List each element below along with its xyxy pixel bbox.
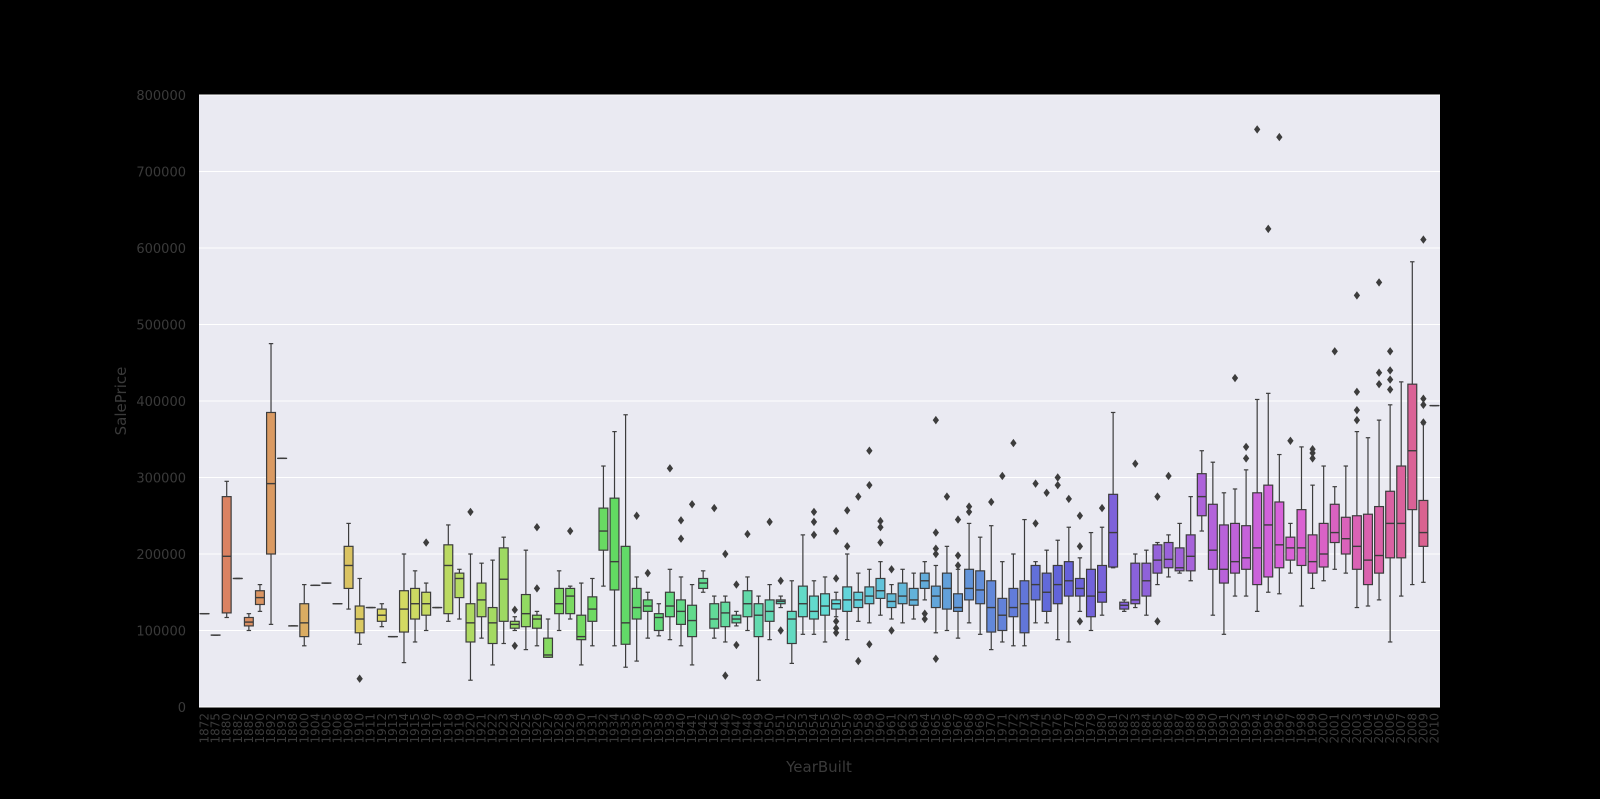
box-iqr [1364, 514, 1373, 584]
box-iqr [1098, 565, 1107, 602]
y-axis-label: SalePrice [112, 367, 130, 436]
box-iqr [1286, 537, 1295, 560]
y-tick-label: 600000 [136, 242, 186, 257]
box-iqr [865, 587, 874, 604]
box-iqr [721, 602, 730, 626]
box-iqr [566, 588, 575, 613]
box-iqr [1087, 569, 1096, 616]
box-iqr [1242, 526, 1251, 570]
box-iqr [832, 600, 841, 609]
box-iqr [1186, 535, 1195, 571]
box-iqr [400, 591, 409, 632]
box-iqr [632, 588, 641, 619]
box-iqr [1164, 543, 1173, 568]
box-iqr [1064, 562, 1073, 596]
y-tick-label: 400000 [136, 395, 186, 410]
box-iqr [665, 592, 674, 616]
box-iqr [754, 604, 763, 637]
x-axis-label: YearBuilt [785, 758, 852, 776]
box-iqr [455, 573, 464, 597]
box-iqr [1308, 535, 1317, 573]
box-iqr [499, 548, 508, 621]
box-iqr [843, 587, 852, 611]
box-iqr [300, 604, 309, 637]
box-iqr [1075, 578, 1084, 596]
box-iqr [1231, 523, 1240, 573]
box-iqr [1264, 485, 1273, 577]
x-tick-labels: 1872187518801882188518901892189318981900… [198, 713, 1442, 744]
y-tick-label: 700000 [136, 166, 186, 181]
box-iqr [1341, 517, 1350, 554]
box-iqr [621, 546, 630, 644]
box-iqr [1408, 384, 1417, 509]
box-iqr [821, 594, 830, 615]
box-iqr [677, 600, 686, 624]
box-iqr [1031, 565, 1040, 599]
y-tick-label: 800000 [136, 89, 186, 104]
box-iqr [1142, 563, 1151, 596]
box-iqr [954, 594, 963, 612]
box-iqr [1297, 510, 1306, 566]
y-tick-label: 0 [178, 701, 186, 716]
box-iqr [887, 594, 896, 608]
box-iqr [998, 598, 1007, 630]
box-iqr [1419, 500, 1428, 546]
box-iqr [1208, 504, 1217, 569]
box-iqr [1197, 474, 1206, 516]
box-iqr [810, 596, 819, 619]
box-iqr [798, 586, 807, 617]
box-iqr [876, 578, 885, 598]
box-iqr [965, 569, 974, 600]
box-iqr [222, 497, 231, 613]
box-iqr [1131, 563, 1140, 604]
box-iqr [1153, 545, 1162, 573]
box-iqr [533, 615, 542, 628]
box-iqr [555, 588, 564, 613]
box-iqr [1330, 504, 1339, 542]
box-iqr [1109, 494, 1118, 567]
box-iqr [787, 611, 796, 643]
box-iqr [1275, 502, 1284, 568]
box-iqr [1009, 588, 1018, 616]
box-iqr [444, 545, 453, 614]
box-iqr [1352, 516, 1361, 570]
y-tick-label: 300000 [136, 472, 186, 487]
y-tick-label: 500000 [136, 319, 186, 334]
y-tick-label: 200000 [136, 548, 186, 563]
y-tick-label: 100000 [136, 625, 186, 640]
box-iqr [765, 600, 774, 621]
box-iqr [1386, 491, 1395, 558]
box-iqr [942, 573, 951, 609]
box-iqr [1253, 493, 1262, 585]
box-iqr [654, 614, 663, 631]
box-1880 [222, 481, 231, 617]
box-iqr [521, 595, 530, 627]
box-iqr [599, 508, 608, 550]
box-iqr [344, 546, 353, 588]
box-iqr [909, 588, 918, 605]
box-iqr [987, 581, 996, 632]
box-iqr [710, 604, 719, 628]
box-iqr [488, 608, 497, 644]
box-iqr [976, 571, 985, 604]
box-1982 [1120, 600, 1129, 611]
box-iqr [1020, 581, 1029, 633]
box-iqr [931, 586, 940, 607]
box-iqr [1220, 525, 1229, 583]
box-iqr [1375, 507, 1384, 574]
box-iqr [610, 498, 619, 590]
box-iqr [1397, 466, 1406, 558]
x-tick-label: 2010 [1427, 713, 1441, 744]
box-iqr [1319, 523, 1328, 567]
box-iqr [898, 583, 907, 604]
